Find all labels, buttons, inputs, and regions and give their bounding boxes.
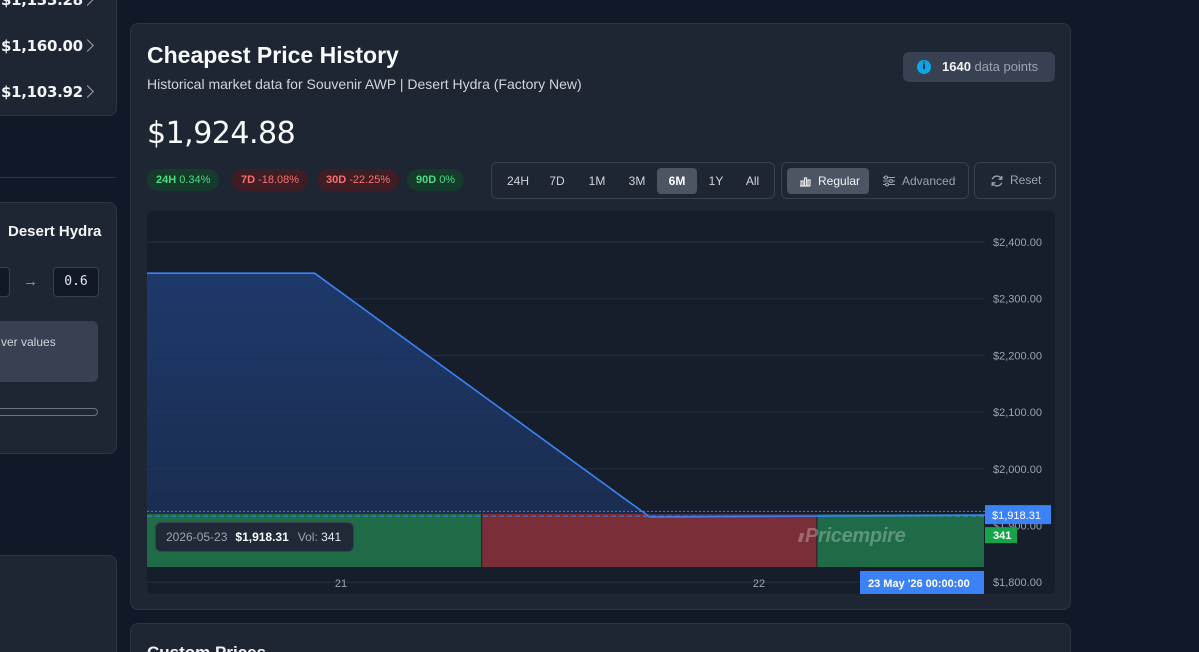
price-row[interactable]: $1,160.00 — [1, 37, 108, 57]
price-chart[interactable]: $2,400.00 $2,300.00 $2,200.00 $2,100.00 $2,0… — [147, 211, 1055, 594]
price-row[interactable]: $1,133.28 — [1, 0, 108, 11]
float-slider[interactable] — [0, 408, 98, 416]
current-price: $1,924.88 — [147, 116, 296, 151]
info-icon: i — [917, 60, 931, 74]
last-price-label: $1,918.31 — [992, 510, 1041, 522]
pricempire-watermark: Pricempire — [797, 525, 906, 548]
custom-prices-card: Custom Prices — [130, 623, 1071, 652]
page-subtitle: Historical market data for Souvenir AWP … — [147, 76, 582, 92]
mode-button-regular[interactable]: Regular — [787, 168, 869, 194]
crosshair-time-tag — [860, 571, 984, 594]
float-min-input[interactable] — [0, 267, 10, 297]
float-card-title: Desert Hydra — [8, 223, 102, 240]
y-tick-label: $1,800.00 — [993, 577, 1042, 589]
range-button-all[interactable]: All — [745, 174, 760, 188]
left-bottom-card — [0, 555, 117, 652]
float-note-text: ver values — [1, 335, 56, 349]
change-badge-7d: 7D -18.08% — [232, 169, 309, 191]
chart-mode-selector: Regular Advanced — [781, 162, 969, 199]
mode-button-advanced[interactable]: Advanced — [871, 168, 963, 194]
recent-prices-card: $1,133.28 $1,160.00 $1,103.92 — [0, 0, 117, 116]
y-tick-label: $2,100.00 — [993, 407, 1042, 419]
divider — [0, 177, 116, 178]
range-button-1y[interactable]: 1Y — [708, 174, 724, 188]
volume-tag — [985, 527, 1017, 544]
range-button-7d[interactable]: 7D — [549, 174, 565, 188]
price-line — [147, 272, 986, 518]
chart-tooltip: 2026-05-23 $1,918.31 Vol: 341 — [155, 522, 354, 552]
range-button-1m[interactable]: 1M — [588, 174, 606, 188]
chevron-right-icon — [81, 85, 94, 98]
data-points-badge: i 1640 data points — [903, 52, 1055, 82]
float-note: ver values — [0, 321, 98, 382]
tooltip-volume: 341 — [321, 530, 342, 544]
float-filter-card: Desert Hydra → 0.6 ver values — [0, 202, 117, 454]
section-title: Custom Prices — [147, 643, 266, 652]
sliders-icon — [883, 175, 895, 187]
tooltip-date: 2026-05-23 — [166, 530, 228, 544]
y-tick-label: $2,300.00 — [993, 294, 1042, 306]
price-chart-svg: $2,400.00 $2,300.00 $2,200.00 $2,100.00 $2,0… — [147, 237, 1051, 594]
arrow-right-icon: → — [23, 273, 38, 290]
y-tick-label: $2,000.00 — [993, 464, 1042, 476]
y-tick-label: $2,200.00 — [993, 350, 1042, 362]
reset-button[interactable]: Reset — [974, 162, 1056, 199]
bar-chart-icon — [800, 177, 811, 187]
range-button-24h[interactable]: 24H — [506, 174, 529, 188]
tooltip-price: $1,918.31 — [235, 530, 289, 544]
refresh-icon — [991, 175, 1003, 187]
change-badge-90d: 90D 0% — [407, 169, 465, 191]
mode-regular-label: Regular — [818, 174, 861, 188]
last-price-tag — [985, 505, 1051, 525]
price-row-value: $1,103.92 — [1, 83, 83, 101]
price-area — [147, 273, 985, 517]
price-row[interactable]: $1,103.92 — [1, 83, 108, 103]
data-points-label: data points — [974, 59, 1039, 74]
page-title: Cheapest Price History — [147, 42, 399, 68]
crosshair-time-label: 23 May '26 00:00:00 — [868, 578, 970, 590]
chevron-right-icon — [81, 0, 94, 6]
y-tick-label: $2,400.00 — [993, 237, 1042, 249]
price-row-value: $1,133.28 — [1, 0, 83, 9]
x-tick-label: 22 — [753, 578, 765, 590]
price-history-card: Cheapest Price History Historical market… — [130, 23, 1071, 610]
reset-label: Reset — [1010, 173, 1042, 187]
price-row-value: $1,160.00 — [1, 37, 83, 55]
tooltip-volume-label: Vol: — [297, 530, 318, 544]
range-button-6m[interactable]: 6M — [657, 168, 697, 194]
volume-bar — [817, 514, 984, 567]
change-badge-24h: 24H 0.34% — [147, 169, 220, 191]
data-points-count: 1640 — [942, 59, 971, 74]
volume-tag-label: 341 — [993, 530, 1011, 542]
x-tick-label: 21 — [335, 578, 347, 590]
mode-advanced-label: Advanced — [902, 174, 956, 188]
float-max-input[interactable]: 0.6 — [53, 267, 99, 297]
time-range-selector: 24H 7D 1M 3M 6M 1Y All — [491, 162, 775, 199]
change-badge-30d: 30D -22.25% — [317, 169, 400, 191]
chevron-right-icon — [81, 39, 94, 52]
volume-bar — [482, 514, 817, 567]
range-button-3m[interactable]: 3M — [628, 174, 646, 188]
